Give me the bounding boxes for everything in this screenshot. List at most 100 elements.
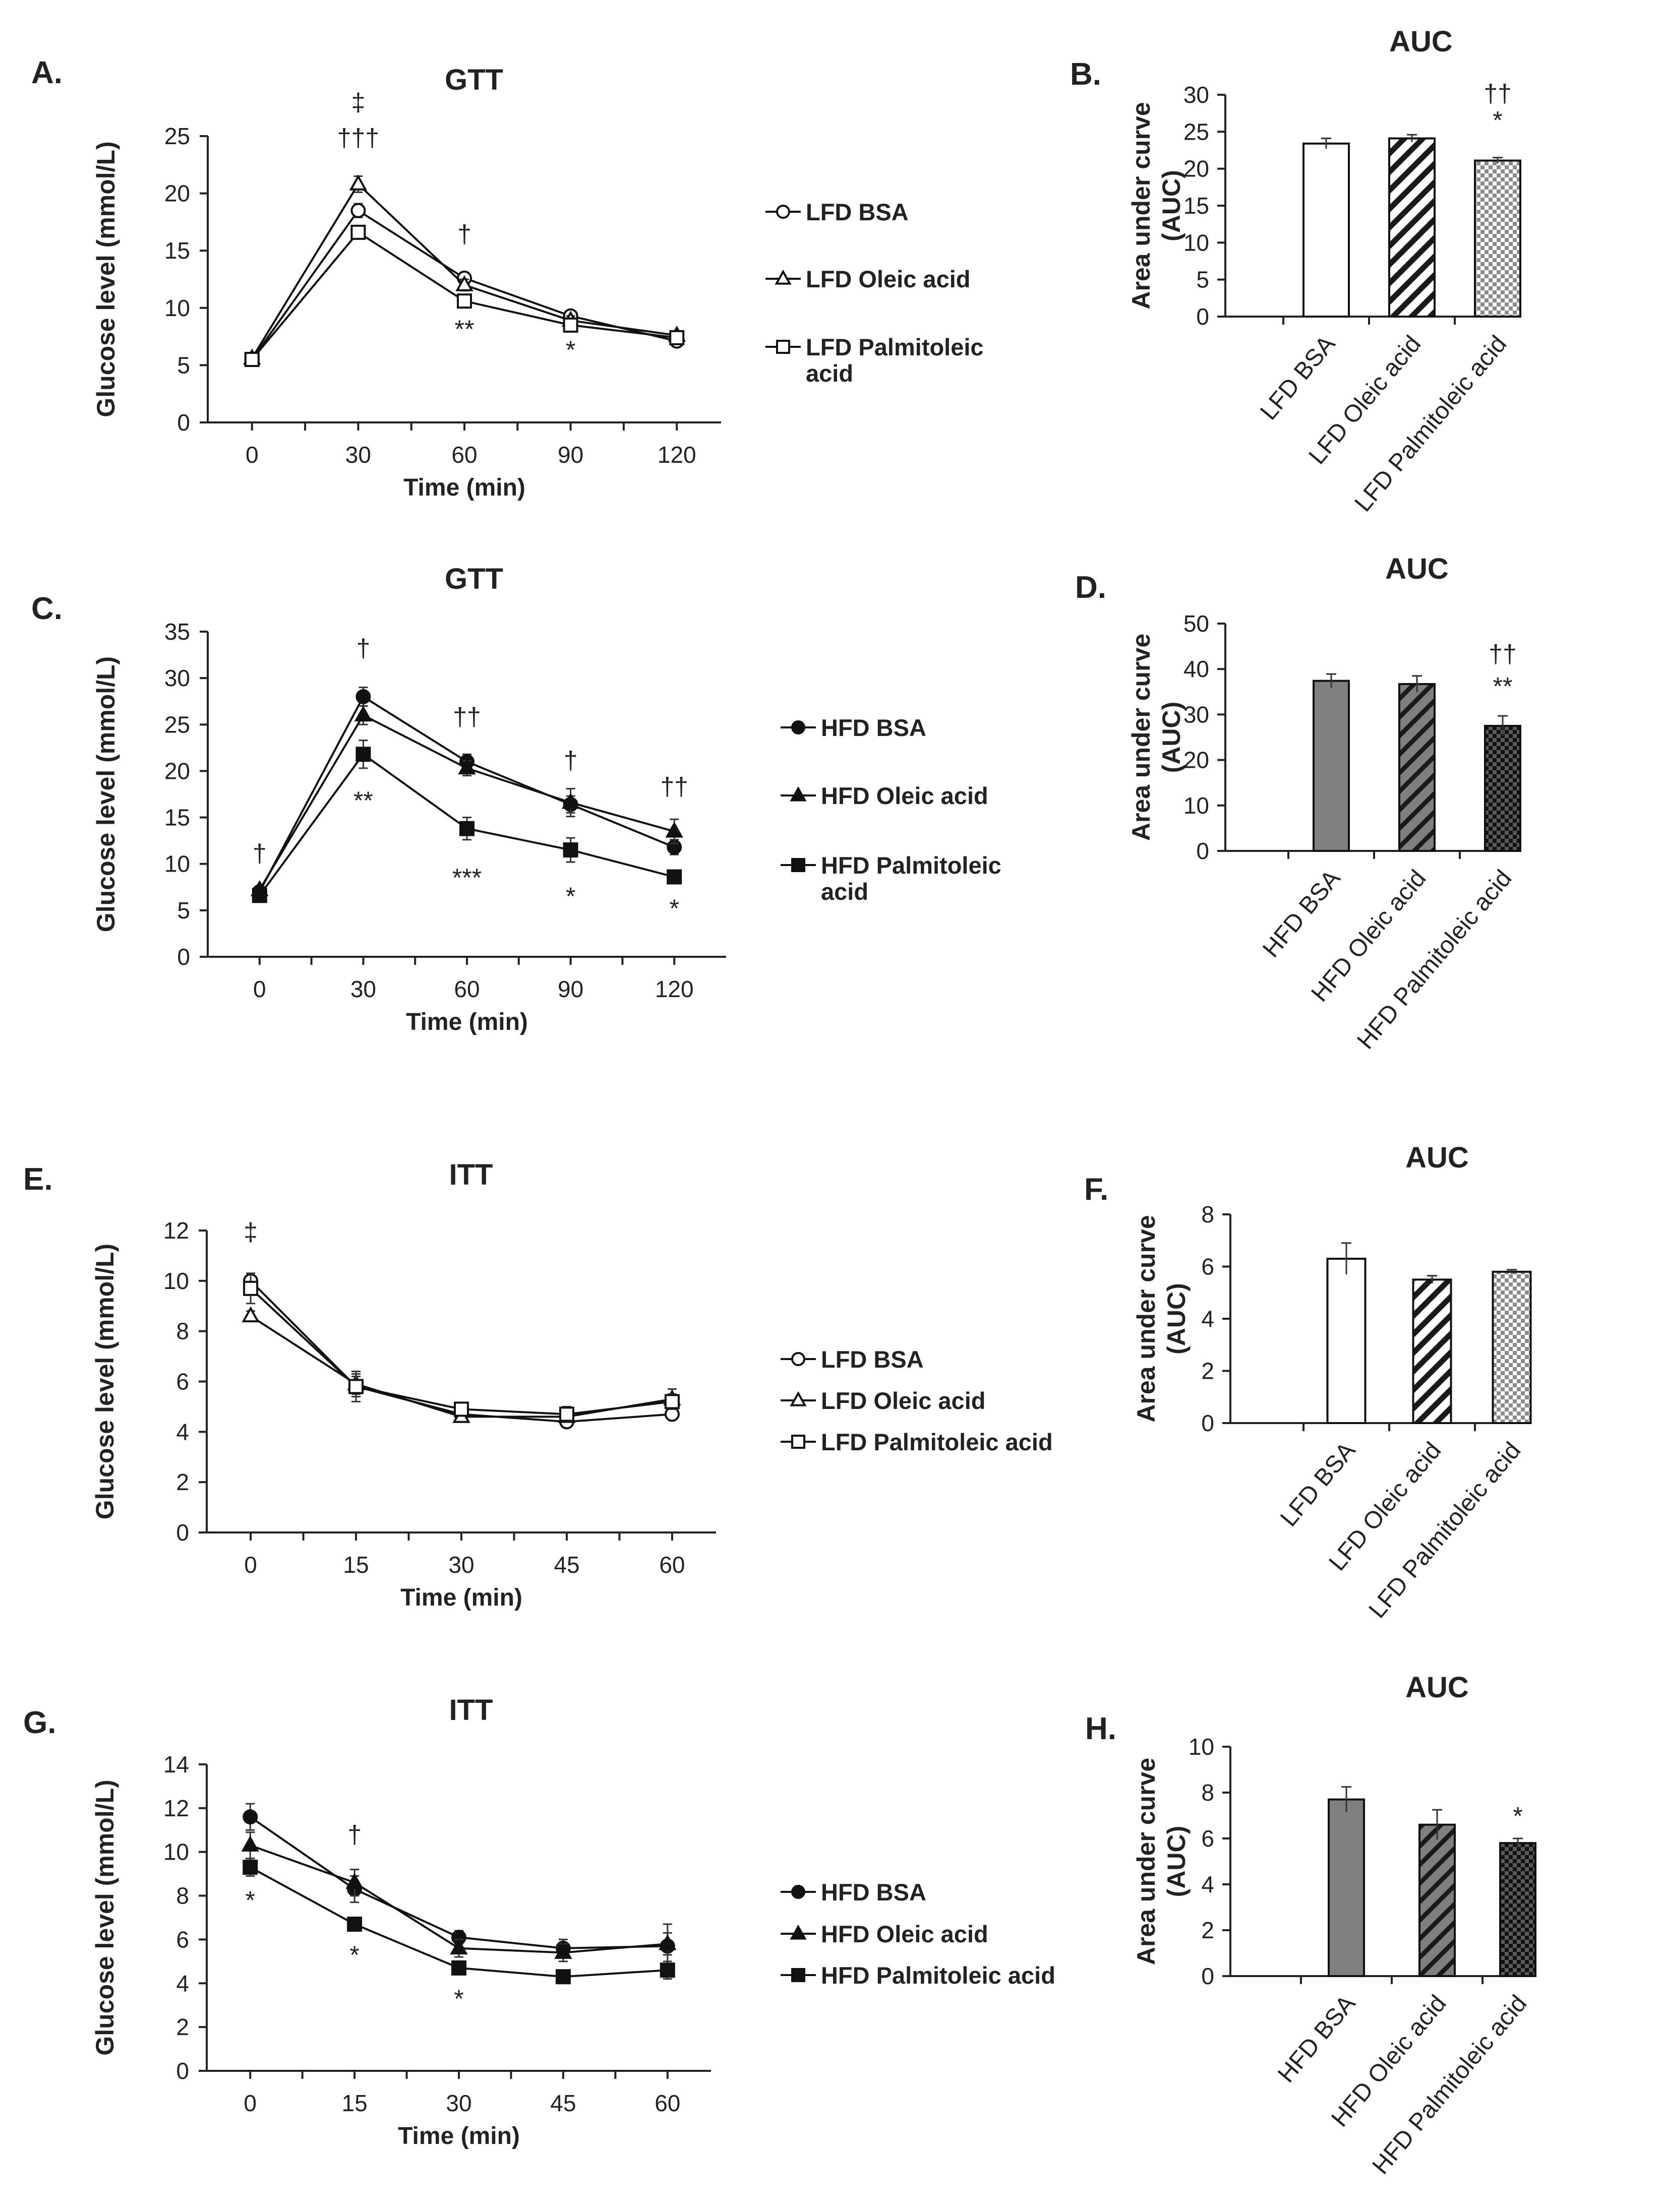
- data-point: [790, 786, 807, 802]
- y-tick-label: 10: [163, 1839, 189, 1865]
- y-tick-label: 0: [176, 2058, 189, 2084]
- y-tick-label: 25: [1183, 118, 1209, 145]
- significance-mark: **: [455, 315, 475, 343]
- x-category-label: LFD Palmitoleic acid: [1350, 331, 1512, 517]
- y-axis-label: Glucose level (mmol/L): [92, 141, 120, 417]
- y-axis-label: (AUC): [1162, 1826, 1191, 1897]
- significance-mark: *: [566, 882, 575, 910]
- x-tick-label: 30: [448, 1552, 474, 1578]
- data-point: [791, 1968, 805, 1982]
- legend-item: HFD Palmitoleic acid: [781, 1962, 1055, 1989]
- panel-f: F. AUC 0 2 4 6 8 Area under curve (AUC) LFD BSALF…: [1084, 1141, 1532, 1623]
- panel-d: D. AUC 0 10 20 30 40 50 Area under curve (AUC) HFD…: [1075, 552, 1521, 1054]
- significance-mark: *: [1493, 106, 1502, 134]
- x-tick-label: 15: [342, 2090, 368, 2116]
- legend-item: LFD BSA: [781, 1346, 924, 1373]
- data-point: [776, 340, 790, 354]
- y-tick-label: 8: [176, 1883, 189, 1909]
- chart-title: AUC: [1385, 552, 1449, 585]
- chart-title: AUC: [1389, 25, 1453, 58]
- chart-title: GTT: [445, 64, 503, 96]
- chart-title: ITT: [449, 1694, 493, 1727]
- significance-mark: *: [245, 1886, 255, 1915]
- significance-mark: ††: [1484, 80, 1512, 108]
- y-tick-label: 5: [177, 352, 190, 378]
- series-hfd-palmitoleic-acid: [243, 1858, 675, 1985]
- significance-mark: ***: [452, 864, 482, 892]
- legend-label: LFD Palmitoleic acid: [821, 1429, 1053, 1455]
- data-point: [252, 888, 267, 903]
- data-point: [350, 224, 366, 240]
- x-axis-label: Time (min): [403, 474, 525, 501]
- legend-label: HFD Palmitoleic acid: [821, 852, 1001, 905]
- y-axis-label: Glucose level (mmol/L): [91, 1244, 119, 1519]
- y-tick-label: 0: [1196, 838, 1209, 864]
- significance-mark: *: [454, 1985, 463, 2013]
- y-tick-label: 30: [1183, 82, 1209, 108]
- bar: [1492, 1270, 1532, 1425]
- x-tick-label: 90: [558, 442, 583, 468]
- series-lfd-palmitoleic-acid: [243, 1272, 680, 1423]
- data-point: [451, 1960, 466, 1976]
- y-tick-label: 6: [176, 1369, 189, 1395]
- data-point: [561, 792, 580, 809]
- legend-label: HFD BSA: [821, 1879, 926, 1906]
- series-lfd-palmitoleic-acid: [244, 224, 685, 367]
- y-tick-label: 14: [163, 1751, 189, 1777]
- y-tick-label: 6: [1201, 1254, 1214, 1280]
- data-point: [554, 1943, 572, 1959]
- y-axis-label: (AUC): [1157, 702, 1185, 773]
- legend-item: LFD BSA: [765, 199, 909, 225]
- data-point: [790, 1391, 807, 1406]
- significance-mark: †: [457, 220, 471, 248]
- significance-mark: **: [353, 786, 373, 815]
- x-tick-label: 45: [550, 2090, 576, 2116]
- legend-label: LFD Oleic acid: [806, 266, 970, 292]
- y-axis-label: Area under curve: [1132, 1758, 1160, 1965]
- data-point: [775, 269, 792, 285]
- y-tick-label: 20: [164, 180, 190, 207]
- y-tick-label: 2: [176, 2014, 189, 2040]
- data-point: [354, 705, 373, 722]
- x-category-label: HFD BSA: [1258, 865, 1345, 962]
- data-point: [791, 720, 805, 734]
- y-tick-label: 10: [1183, 792, 1209, 819]
- data-point: [667, 869, 682, 885]
- bar: [1328, 1798, 1365, 1977]
- data-point: [669, 330, 685, 345]
- legend-item: LFD Palmitoleic acid: [765, 334, 984, 387]
- x-tick-label: 45: [554, 1552, 579, 1578]
- data-point: [241, 1835, 259, 1852]
- x-axis-label: Time (min): [400, 1584, 522, 1611]
- legend-item: LFD Oleic acid: [765, 266, 970, 292]
- x-tick-label: 60: [655, 2090, 680, 2116]
- data-point: [559, 1406, 574, 1422]
- x-tick-label: 30: [350, 976, 376, 1002]
- y-tick-label: 12: [163, 1217, 189, 1244]
- panel-label: B.: [1070, 57, 1101, 92]
- data-point: [659, 1934, 677, 1950]
- y-tick-label: 2: [176, 1469, 189, 1495]
- panel-b: B. AUC 0 5 10 15 20 25 30 Area under curve (AUC) LF…: [1070, 25, 1521, 517]
- y-tick-label: 4: [1201, 1871, 1214, 1897]
- y-tick-label: 2: [1201, 1358, 1214, 1384]
- panel-label: G.: [23, 1705, 56, 1740]
- y-tick-label: 10: [163, 1268, 189, 1294]
- significance-mark: *: [669, 894, 679, 923]
- data-point: [791, 1435, 805, 1449]
- legend-item: LFD Palmitoleic acid: [781, 1429, 1053, 1455]
- series-line: [250, 1816, 668, 1949]
- panel-label: C.: [31, 591, 63, 626]
- data-point: [791, 1885, 805, 1899]
- significance-mark: ††: [660, 772, 688, 801]
- significance-mark: *: [349, 1941, 359, 1969]
- x-tick-label: 0: [244, 2090, 257, 2116]
- data-point: [791, 1352, 805, 1366]
- data-point: [244, 352, 260, 367]
- legend-label: LFD Oleic acid: [821, 1387, 985, 1414]
- x-tick-label: 15: [343, 1552, 369, 1578]
- data-point: [350, 203, 366, 218]
- significance-mark: *: [1513, 1802, 1522, 1830]
- y-tick-label: 15: [164, 805, 190, 831]
- data-point: [348, 1379, 364, 1394]
